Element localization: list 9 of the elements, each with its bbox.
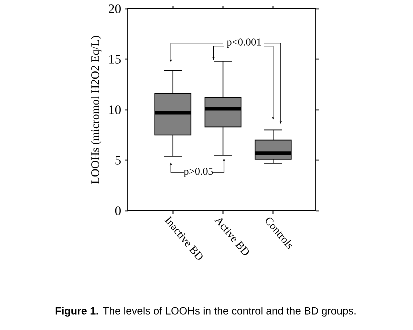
y-tick-label: 10 bbox=[110, 106, 121, 114]
annotation: p>0.05 bbox=[184, 168, 214, 178]
y-tick-label: 15 bbox=[110, 55, 121, 64]
annotation: p<0.001 bbox=[227, 38, 262, 48]
text: Figure 1. The levels of LOOHs in the control and the BD groups. bbox=[56, 307, 356, 317]
y-tick-label: 20 bbox=[109, 4, 121, 14]
y-tick-label: 5 bbox=[116, 156, 121, 165]
y-tick-label: 0 bbox=[115, 206, 121, 216]
y-axis-title: LOOHs (micromol H2O2 Eq/L) bbox=[91, 36, 102, 184]
